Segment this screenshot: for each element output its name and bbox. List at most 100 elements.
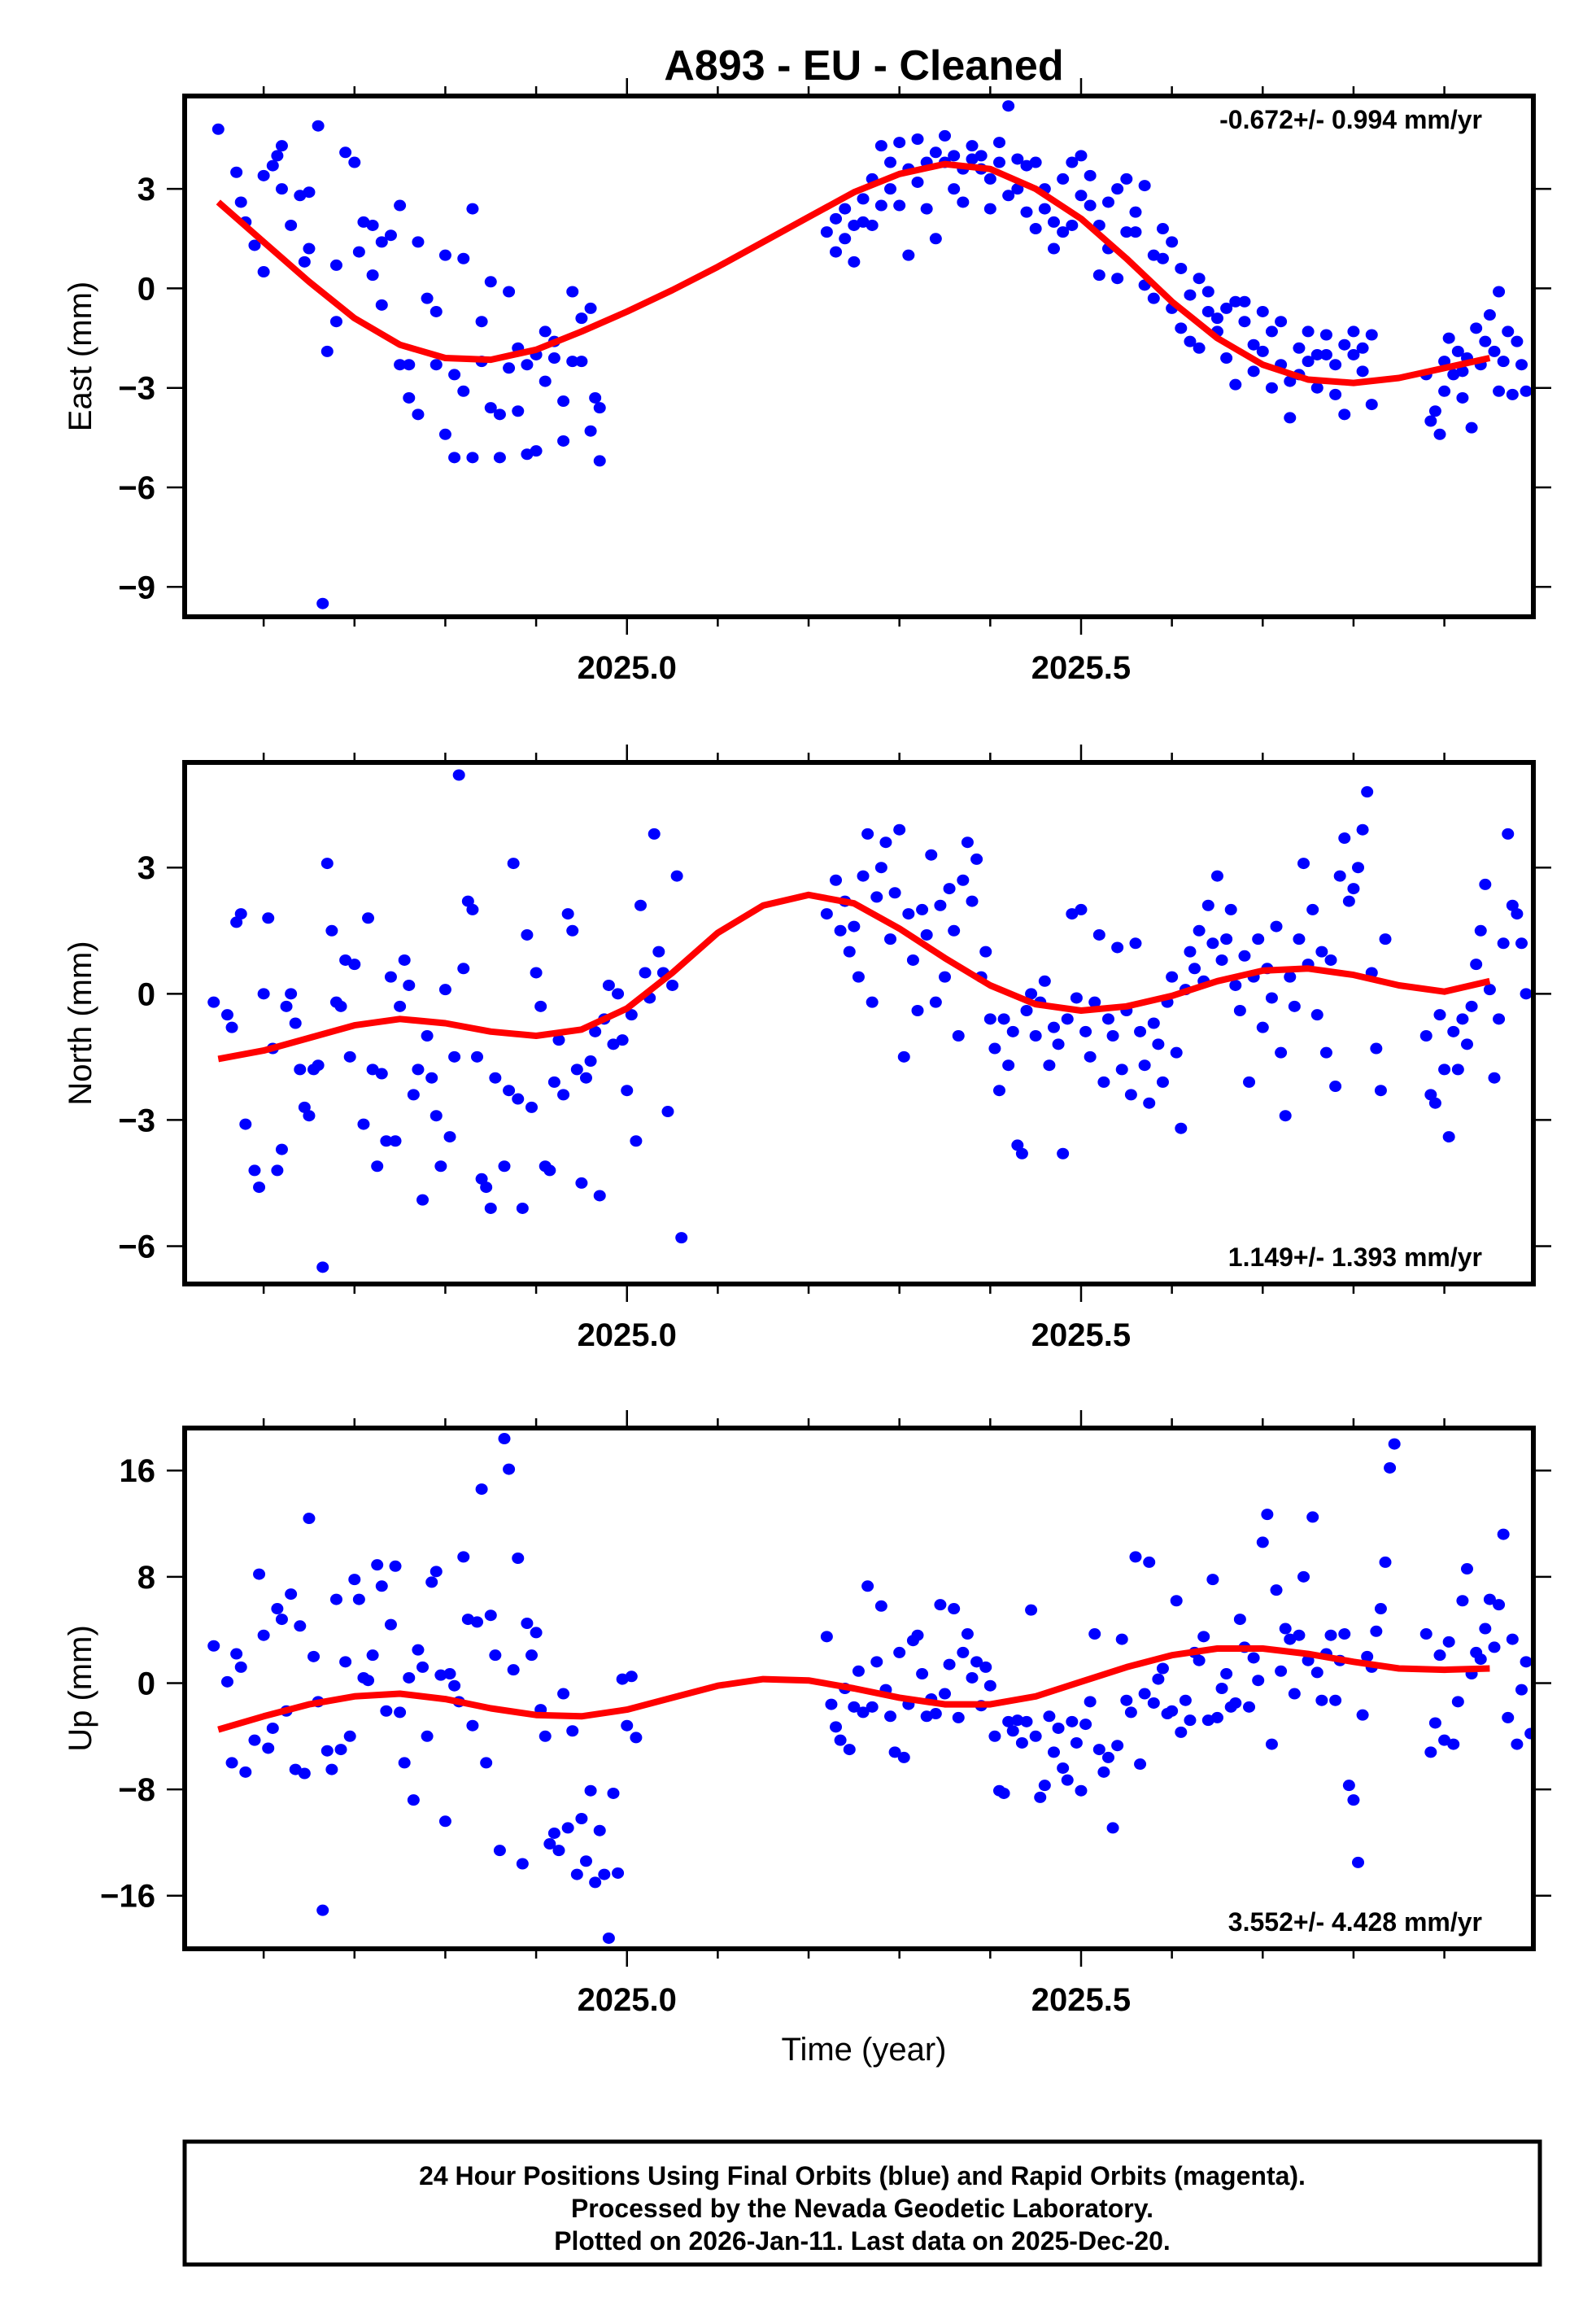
x-tick-label: 2025.5 [1031,1317,1131,1353]
data-point [1038,975,1051,987]
data-point [983,203,996,215]
data-point [1238,950,1251,962]
data-point [443,1668,456,1680]
data-point [275,140,288,152]
data-point [557,1688,570,1700]
data-point [534,1000,547,1012]
data-point [1293,342,1306,354]
data-point [948,1603,961,1615]
data-point [1129,226,1142,238]
data-point [539,375,552,387]
data-point [1293,933,1306,946]
data-point [294,1063,307,1076]
data-point [1006,1025,1019,1037]
data-point [834,1734,847,1746]
data-point [371,1559,384,1571]
data-point [870,1656,883,1668]
data-point [325,924,338,937]
x-tick-label: 2025.0 [578,1317,677,1353]
data-point [316,1261,329,1273]
data-point [1493,286,1506,298]
data-point [1143,1097,1156,1109]
data-point [675,1232,688,1244]
data-point [1270,1584,1283,1596]
data-point [1075,1784,1088,1797]
y-tick-label: 16 [120,1453,156,1489]
data-point [403,391,416,404]
data-point [384,1618,397,1631]
data-point [530,445,543,457]
data-point [430,359,443,371]
data-point [407,1794,420,1806]
data-point [561,1822,574,1834]
data-point [1002,1059,1015,1072]
data-point [1506,899,1519,911]
y-tick-label: −8 [118,1772,155,1808]
data-point [457,252,470,264]
data-point [225,1021,238,1033]
data-point [874,140,887,152]
data-point [1193,342,1206,354]
data-point [1451,1696,1464,1708]
data-point [911,133,924,145]
data-point [966,895,979,907]
data-point [830,1721,843,1733]
data-point [1419,1030,1432,1042]
data-point [1470,959,1483,971]
data-point [466,1719,479,1732]
data-point [584,425,597,437]
data-point [929,1708,942,1720]
data-point [992,137,1005,149]
data-point [992,1085,1005,1097]
data-point [329,316,342,328]
data-point [557,395,570,408]
data-point [503,1463,516,1475]
data-point [430,1566,443,1578]
data-point [1047,1746,1060,1758]
data-point [1197,1631,1210,1643]
data-point [1356,823,1369,836]
data-point [1310,348,1323,360]
data-point [1384,1461,1397,1474]
data-point [893,1646,906,1658]
data-point [503,1085,516,1097]
data-point [1111,273,1124,285]
data-point [820,1631,833,1643]
data-point [207,996,220,1008]
data-point [1511,335,1524,347]
data-point [1188,963,1201,975]
data-point [1424,1089,1437,1101]
data-point [234,1661,247,1673]
data-point [1279,1110,1292,1122]
footer-frame [182,2139,1542,2267]
data-point [412,1063,425,1076]
data-point [1152,1673,1165,1685]
data-point [484,1202,497,1214]
data-point [997,1013,1010,1025]
velocity-rate-label: -0.672+/- 0.994 mm/yr [1219,105,1482,134]
data-point [1447,1738,1460,1750]
data-point [1079,1025,1092,1037]
data-point [230,1648,243,1660]
data-point [1015,1147,1028,1160]
data-point [630,1732,643,1744]
data-point [312,120,325,132]
data-point [503,286,516,298]
data-point [593,1824,606,1837]
data-point [303,242,316,255]
data-point [1156,223,1169,235]
data-point [1193,1654,1206,1666]
data-point [348,156,361,168]
data-point [579,1855,592,1867]
data-point [1379,933,1392,946]
fit-curve [217,1645,1490,1733]
data-point [1101,1013,1114,1025]
data-point [1201,286,1214,298]
data-point [257,1629,270,1641]
data-point [366,1063,379,1076]
data-point [1374,1085,1387,1097]
data-point [1002,100,1015,112]
data-point [1047,1021,1060,1033]
data-point [1120,226,1133,238]
data-point [893,199,906,212]
